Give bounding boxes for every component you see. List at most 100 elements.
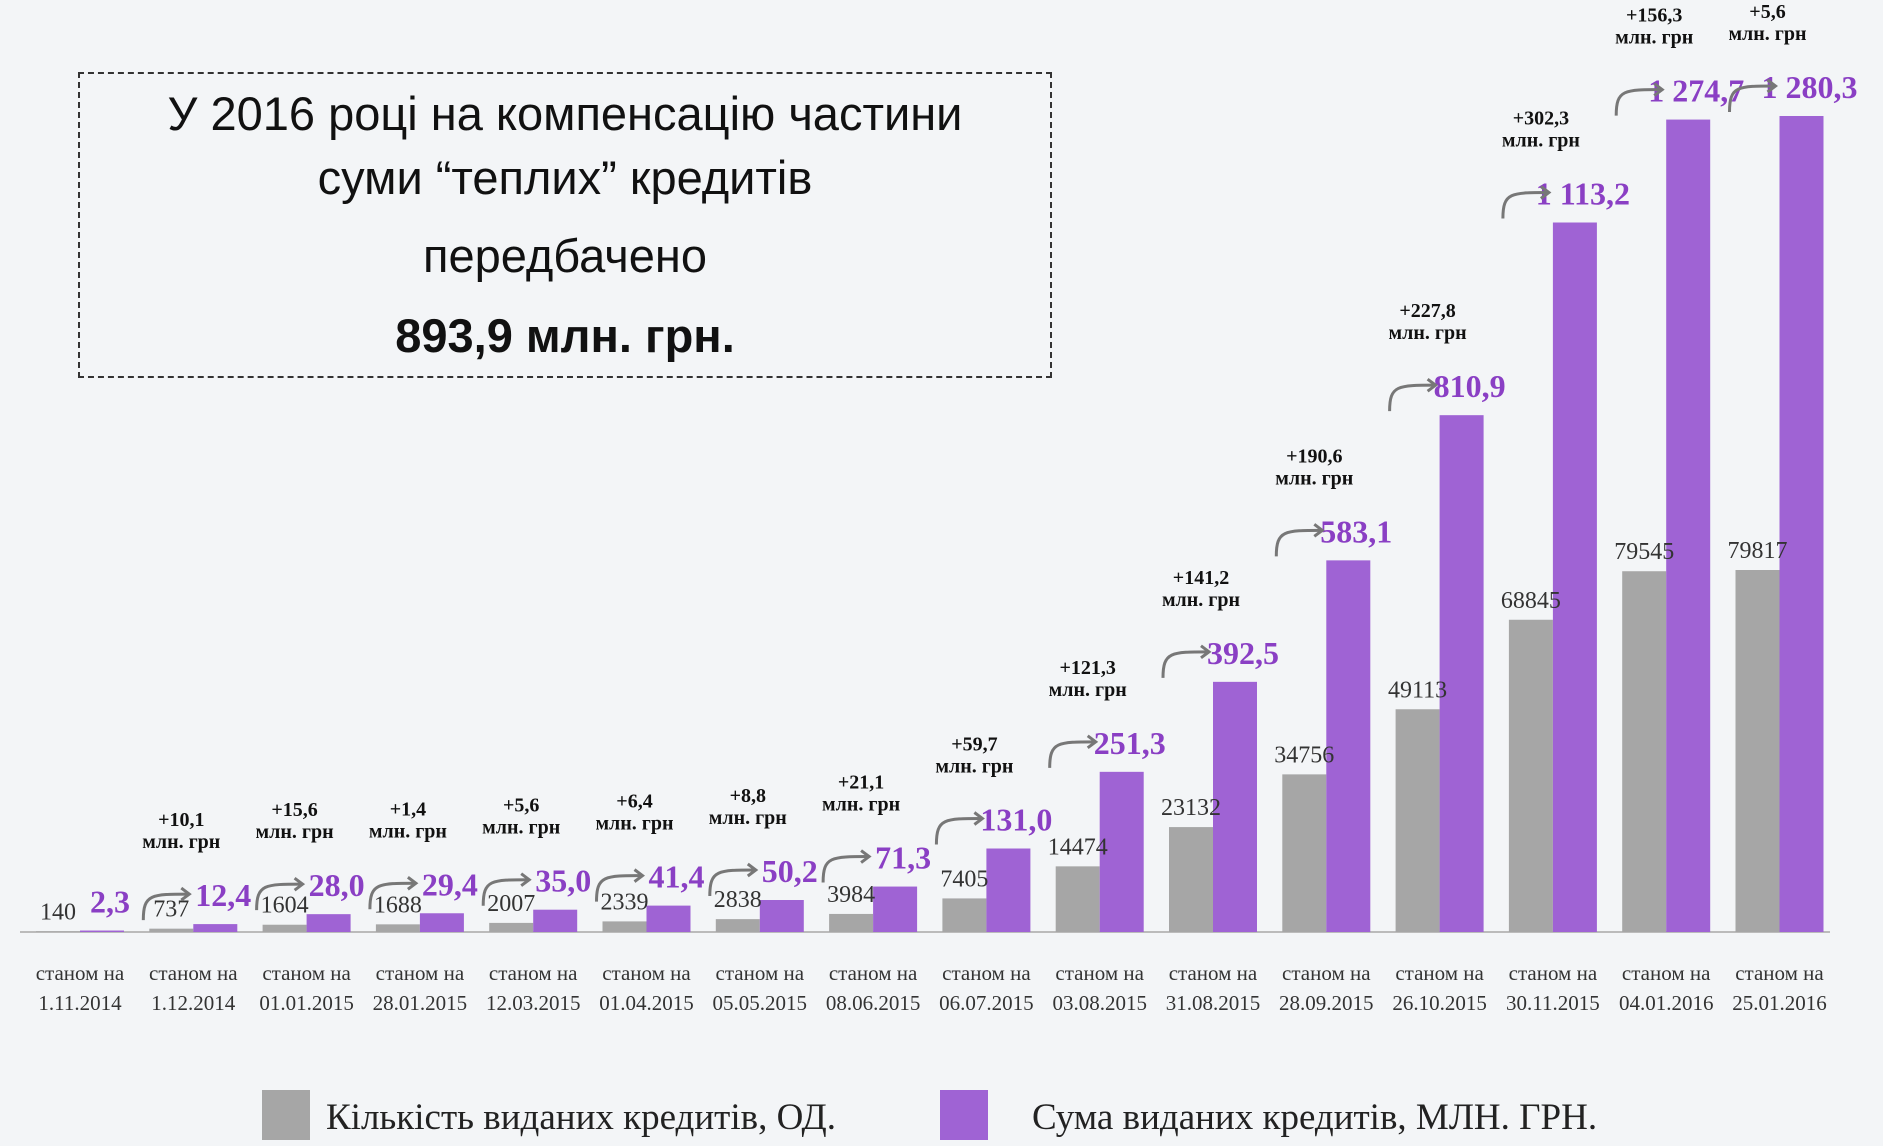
data-label: 583,1 <box>1320 513 1392 549</box>
arrow <box>368 881 416 910</box>
bar <box>1169 827 1213 932</box>
data-label: 1604 <box>261 893 309 919</box>
data-label: 1 113,2 <box>1536 176 1630 212</box>
bar <box>306 914 351 932</box>
data-label: 2838 <box>714 887 762 913</box>
title-line: суми “теплих” кредитів <box>317 151 813 204</box>
bar <box>646 905 691 932</box>
legend-swatch <box>940 1090 988 1140</box>
annotation: +156,3 <box>1626 5 1682 27</box>
annotation-unit: млн. грн <box>1275 467 1353 489</box>
arrow <box>141 892 190 921</box>
annotation-unit: млн. грн <box>1615 27 1693 49</box>
data-label: 3984 <box>827 882 875 908</box>
arrow <box>821 855 870 883</box>
annotation-unit: млн. грн <box>1162 589 1240 611</box>
data-label: 50,2 <box>762 853 818 889</box>
arrow-head <box>860 849 872 864</box>
x-tick-label: станом на 12.03.2015 <box>485 961 581 1015</box>
data-label: 1 274,7 <box>1648 73 1744 109</box>
data-label: 392,5 <box>1207 635 1279 671</box>
annotation-unit: млн. грн <box>256 821 334 843</box>
annotation: +141,2 <box>1173 567 1229 589</box>
annotation-unit: млн. грн <box>1389 322 1467 344</box>
x-tick-label: станом на 25.01.2016 <box>1732 961 1827 1015</box>
annotation: +190,6 <box>1286 445 1342 467</box>
x-tick-label: станом на 03.08.2015 <box>1052 961 1147 1015</box>
title-line: передбачено <box>423 229 707 282</box>
annotation-unit: млн. грн <box>935 756 1013 778</box>
arrow <box>1388 383 1436 412</box>
arrow-head <box>1200 644 1212 660</box>
arrow-head <box>1540 185 1552 200</box>
data-label: 1688 <box>374 892 422 918</box>
bar <box>419 913 464 932</box>
data-label: 737 <box>153 897 189 923</box>
arrow-head <box>746 862 759 878</box>
bar <box>1439 415 1484 933</box>
annotation: +121,3 <box>1059 657 1115 679</box>
bar <box>1622 571 1667 932</box>
x-tick-label: станом на 01.01.2015 <box>259 961 354 1015</box>
x-tick-label: станом на 26.10.2015 <box>1392 961 1487 1015</box>
arrow <box>1274 528 1323 557</box>
bar <box>873 886 918 932</box>
data-label: 14474 <box>1048 834 1108 860</box>
bar <box>489 922 534 932</box>
annotation: +302,3 <box>1513 108 1569 130</box>
bar <box>1666 119 1711 933</box>
arrow <box>1614 88 1663 116</box>
arrow <box>708 868 756 897</box>
data-label: 68845 <box>1501 588 1561 614</box>
data-label: 35,0 <box>535 863 591 899</box>
arrow-head <box>180 886 192 902</box>
data-label: 79817 <box>1728 538 1788 564</box>
bar <box>1326 560 1371 932</box>
x-tick-label: станом на 06.07.2015 <box>939 961 1034 1015</box>
title-emphasis: 893,9 млн. грн. <box>395 309 735 362</box>
x-tick-label: станом на 04.01.2016 <box>1618 961 1714 1015</box>
data-label: 79545 <box>1614 539 1674 565</box>
data-label: 71,3 <box>875 840 931 876</box>
data-label: 34756 <box>1274 742 1334 768</box>
x-tick-label: станом на 08.06.2015 <box>825 961 921 1015</box>
x-tick-label: станом на 01.04.2015 <box>599 961 694 1015</box>
bar <box>1735 570 1780 932</box>
bar <box>149 928 194 932</box>
arrow <box>1501 191 1549 219</box>
x-tick-label: станом на 28.01.2015 <box>372 961 468 1015</box>
data-label: 28,0 <box>309 867 365 903</box>
bar <box>1282 774 1327 932</box>
arrow <box>1728 84 1776 113</box>
annotation: +5,6 <box>1749 1 1785 23</box>
bar <box>533 909 578 932</box>
x-tick-label: станом на 30.11.2015 <box>1506 961 1600 1015</box>
title-box <box>78 72 1052 378</box>
data-label: 49113 <box>1388 677 1447 703</box>
arrow-head <box>1086 734 1099 750</box>
x-tick-label: станом на 1.12.2014 <box>149 961 238 1015</box>
annotation-unit: млн. грн <box>369 820 447 842</box>
arrow-head <box>407 876 419 891</box>
annotation: +8,8 <box>730 785 766 807</box>
annotation-unit: млн. грн <box>709 807 787 829</box>
arrow <box>934 817 983 845</box>
annotation: +1,4 <box>390 798 426 820</box>
annotation-unit: млн. грн <box>1502 130 1580 152</box>
data-label: 7405 <box>940 866 988 892</box>
data-label: 140 <box>40 899 76 925</box>
annotation: +227,8 <box>1399 300 1455 322</box>
data-label: 2007 <box>487 891 535 917</box>
data-label: 29,4 <box>422 866 478 902</box>
bar <box>193 924 238 932</box>
annotation: +10,1 <box>158 809 204 831</box>
bar <box>1213 681 1257 932</box>
arrow <box>1161 650 1210 678</box>
bar <box>602 921 647 932</box>
bar <box>942 898 987 932</box>
data-label: 810,9 <box>1434 368 1506 404</box>
title-line: У 2016 році на компенсацію частини <box>167 87 963 140</box>
x-tick-label: станом на 31.08.2015 <box>1165 961 1261 1015</box>
bar <box>375 924 420 932</box>
